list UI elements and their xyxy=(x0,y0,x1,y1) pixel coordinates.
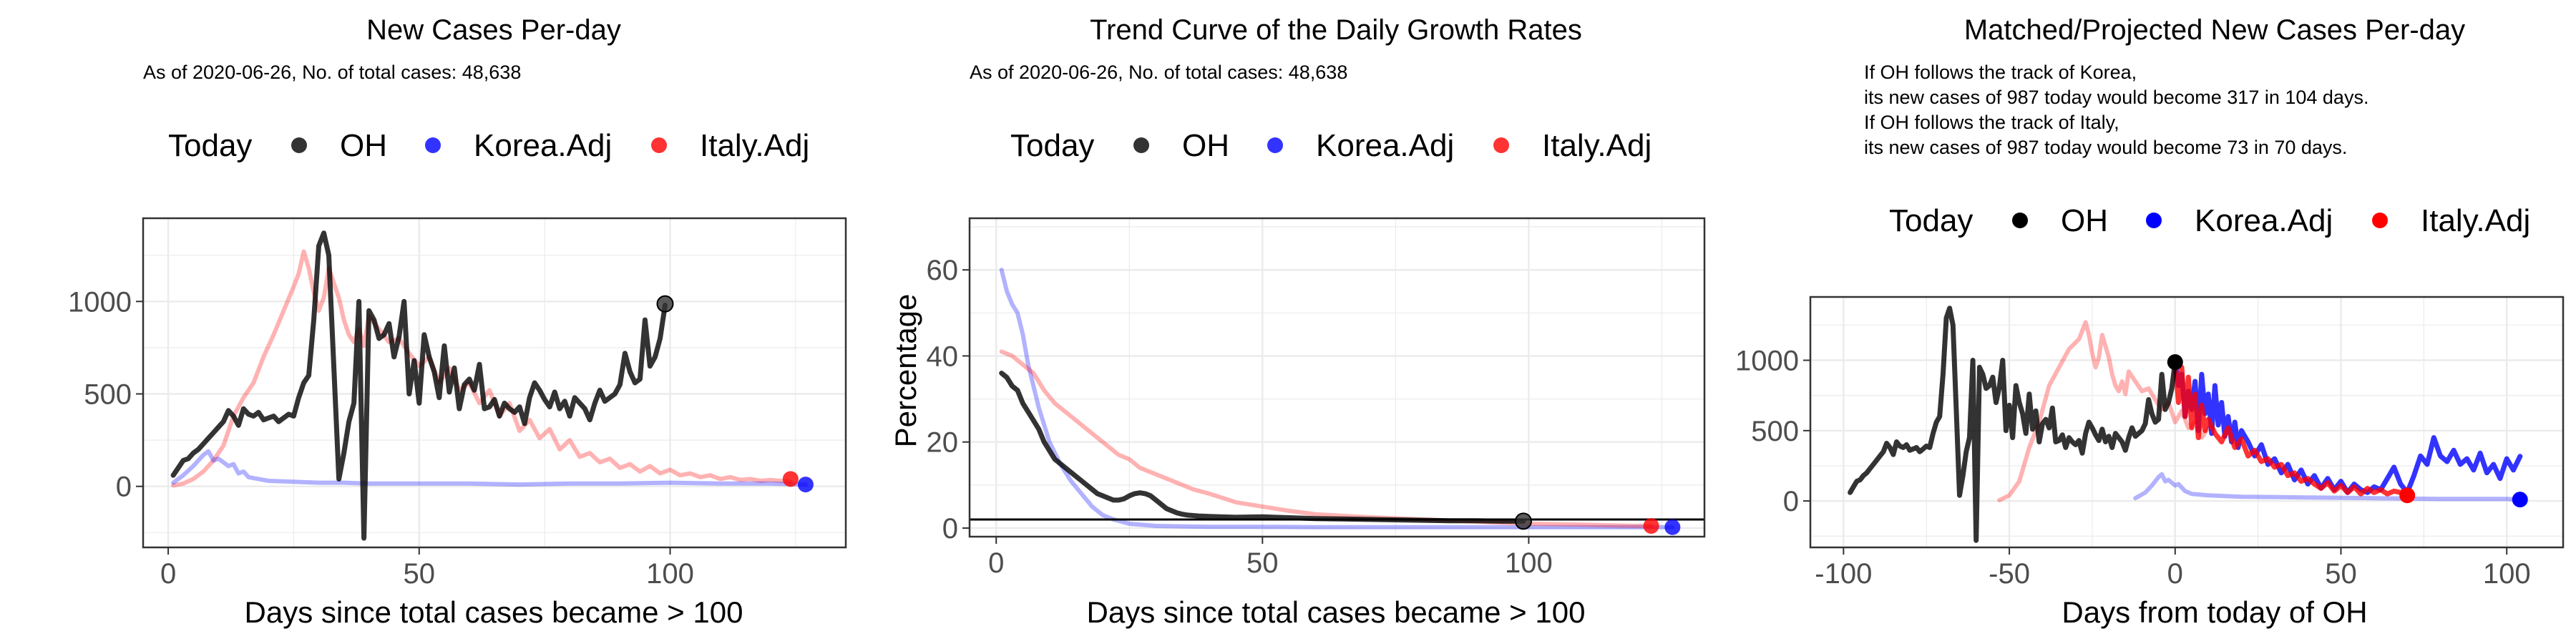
series-line-italy-adj xyxy=(171,249,793,488)
x-tick-label: 50 xyxy=(1246,547,1279,579)
series-line-korea-adj xyxy=(2133,472,2522,502)
legend-title: Today xyxy=(1010,128,1094,163)
legend-key-oh xyxy=(2012,213,2028,228)
chart-subtitle-line-1: If OH follows the track of Korea, xyxy=(1864,62,2137,83)
y-tick-label: 60 xyxy=(927,255,959,286)
legend-key-oh xyxy=(291,137,307,153)
legend: Today OH Korea.Adj Italy.Adj xyxy=(1889,203,2530,238)
x-axis-label: Days since total cases became > 100 xyxy=(1087,595,1586,629)
today-point-italy-adj xyxy=(1643,517,1659,534)
x-tick-label: 100 xyxy=(646,558,694,590)
today-point-korea-adj xyxy=(797,477,814,493)
today-point-oh xyxy=(1514,512,1532,530)
y-tick-label: 500 xyxy=(84,379,132,411)
chart-subtitle-line-2: its new cases of 987 today would become … xyxy=(1864,87,2368,108)
chart-new-cases-per-day: New Cases Per-day As of 2020-06-26, No. … xyxy=(68,14,847,629)
y-tick-label: 40 xyxy=(927,341,959,372)
panel-border xyxy=(1809,296,2565,549)
panel-border xyxy=(142,217,847,549)
series-line-italy-adj xyxy=(2172,359,2410,497)
y-axis-label: Percentage xyxy=(889,294,922,448)
chart-title: Matched/Projected New Cases Per-day xyxy=(1964,14,2465,46)
x-tick-label: 50 xyxy=(404,558,436,590)
chart-growth-rate-trend: Trend Curve of the Daily Growth Rates As… xyxy=(889,14,1706,629)
legend-key-korea xyxy=(425,137,441,153)
today-point-oh xyxy=(2167,354,2183,371)
x-tick-label: 0 xyxy=(988,547,1004,579)
chart-title: New Cases Per-day xyxy=(366,14,621,46)
chart-subtitle-line-3: If OH follows the track of Italy, xyxy=(1864,112,2119,133)
legend-title: Today xyxy=(168,128,252,163)
legend-key-italy xyxy=(2372,213,2388,228)
series-line-korea-adj xyxy=(2172,359,2523,495)
panel-border xyxy=(968,217,1706,538)
legend-label-oh: OH xyxy=(1182,128,1229,163)
legend-key-korea xyxy=(1267,137,1283,153)
y-tick-label: 0 xyxy=(116,472,132,503)
x-tick-label: 0 xyxy=(2167,558,2183,590)
today-point-italy-adj xyxy=(2399,487,2416,504)
x-axis-label: Days from today of OH xyxy=(2062,595,2367,629)
series-line-oh xyxy=(999,371,1526,524)
y-tick-label: 0 xyxy=(942,513,958,545)
today-point-korea-adj xyxy=(1664,519,1681,535)
legend: Today OH Korea.Adj Italy.Adj xyxy=(1010,128,1652,163)
y-tick-label: 0 xyxy=(1783,486,1799,517)
today-point-oh xyxy=(656,295,674,313)
legend-key-korea xyxy=(2146,213,2162,228)
x-tick-label: 100 xyxy=(1505,547,1553,579)
series-line-oh xyxy=(170,230,668,541)
series-line-korea-adj xyxy=(999,268,1675,530)
plot-area: 0 50 100 0 20 40 60 xyxy=(927,217,1706,579)
x-tick-label: -50 xyxy=(1989,558,2030,590)
y-tick-label: 1000 xyxy=(1735,345,1799,376)
x-tick-label: -100 xyxy=(1815,558,1872,590)
y-tick-label: 500 xyxy=(1751,416,1799,447)
chart-title: Trend Curve of the Daily Growth Rates xyxy=(1090,14,1582,46)
y-tick-label: 1000 xyxy=(68,286,132,318)
chart-matched-projected: Matched/Projected New Cases Per-day If O… xyxy=(1735,14,2565,629)
series-line-oh xyxy=(1848,306,2178,543)
chart-subtitle: As of 2020-06-26, No. of total cases: 48… xyxy=(970,62,1347,83)
legend-label-korea: Korea.Adj xyxy=(1316,128,1454,163)
y-tick-label: 20 xyxy=(927,427,959,459)
legend-label-korea: Korea.Adj xyxy=(474,128,612,163)
today-point-italy-adj xyxy=(782,471,799,487)
legend-label-oh: OH xyxy=(2061,203,2108,238)
legend-key-italy xyxy=(1493,137,1509,153)
legend: Today OH Korea.Adj Italy.Adj xyxy=(168,128,809,163)
legend-key-oh xyxy=(1133,137,1149,153)
x-axis-label: Days since total cases became > 100 xyxy=(245,595,743,629)
x-tick-label: 0 xyxy=(160,558,176,590)
legend-key-italy xyxy=(651,137,667,153)
legend-label-italy: Italy.Adj xyxy=(1542,128,1652,163)
legend-label-korea: Korea.Adj xyxy=(2195,203,2333,238)
chart-subtitle: As of 2020-06-26, No. of total cases: 48… xyxy=(143,62,521,83)
legend-label-italy: Italy.Adj xyxy=(2421,203,2530,238)
series-line-italy-adj xyxy=(1997,320,2211,503)
chart-subtitle-line-4: its new cases of 987 today would become … xyxy=(1864,137,2347,158)
legend-title: Today xyxy=(1889,203,1973,238)
legend-label-italy: Italy.Adj xyxy=(700,128,809,163)
series-line-korea-adj xyxy=(171,449,808,487)
series-line-italy-adj xyxy=(999,349,1654,528)
today-point-korea-adj xyxy=(2512,492,2528,508)
x-tick-label: 50 xyxy=(2325,558,2357,590)
legend-label-oh: OH xyxy=(340,128,387,163)
x-tick-label: 100 xyxy=(2483,558,2531,590)
